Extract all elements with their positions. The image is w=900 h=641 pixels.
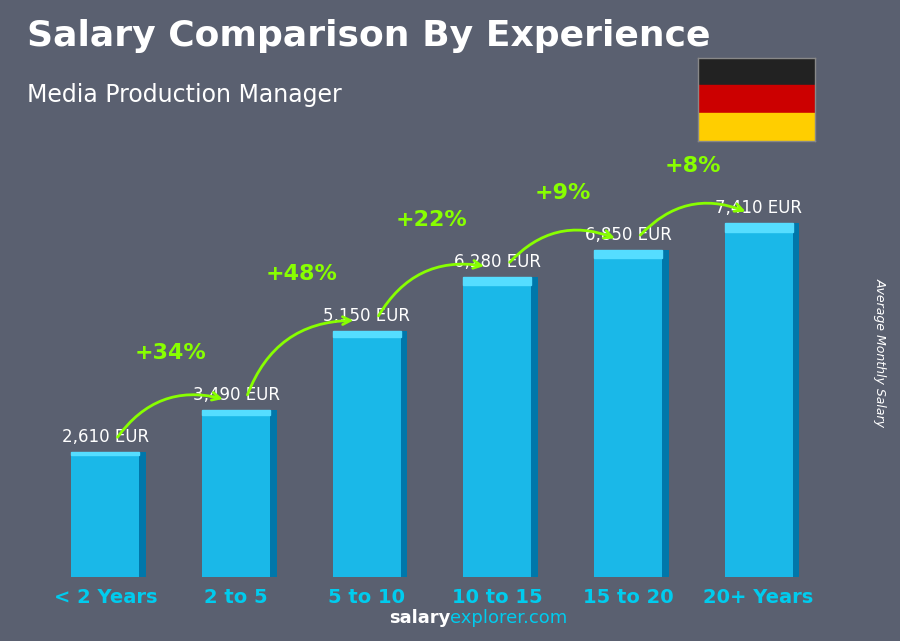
Bar xyxy=(270,410,277,577)
Bar xyxy=(594,250,662,258)
Text: +8%: +8% xyxy=(665,156,722,176)
Bar xyxy=(202,410,270,577)
Bar xyxy=(724,223,793,577)
Bar xyxy=(400,331,408,577)
Text: 6,280 EUR: 6,280 EUR xyxy=(454,253,541,271)
FancyArrowPatch shape xyxy=(640,203,742,235)
Bar xyxy=(333,331,400,337)
FancyArrowPatch shape xyxy=(509,230,612,262)
Bar xyxy=(531,277,538,577)
Bar xyxy=(594,250,662,577)
Bar xyxy=(793,223,799,577)
Text: Media Production Manager: Media Production Manager xyxy=(27,83,342,107)
Bar xyxy=(724,223,793,232)
Text: +9%: +9% xyxy=(535,183,590,203)
Bar xyxy=(140,453,146,577)
Bar xyxy=(662,250,669,577)
Bar xyxy=(698,85,814,113)
Text: Salary Comparison By Experience: Salary Comparison By Experience xyxy=(27,19,710,53)
FancyArrowPatch shape xyxy=(248,317,350,395)
FancyArrowPatch shape xyxy=(118,392,220,437)
Text: 7,410 EUR: 7,410 EUR xyxy=(716,199,802,217)
Bar xyxy=(202,410,270,415)
Bar xyxy=(464,277,531,285)
Bar xyxy=(698,58,814,85)
Text: 3,490 EUR: 3,490 EUR xyxy=(193,386,280,404)
Text: +34%: +34% xyxy=(135,343,207,363)
Bar xyxy=(464,277,531,577)
Text: 6,850 EUR: 6,850 EUR xyxy=(584,226,671,244)
FancyArrowPatch shape xyxy=(379,260,482,316)
Bar xyxy=(71,453,140,577)
Text: +22%: +22% xyxy=(396,210,468,230)
Text: 2,610 EUR: 2,610 EUR xyxy=(62,428,148,446)
Text: explorer.com: explorer.com xyxy=(450,609,567,627)
Text: 5,150 EUR: 5,150 EUR xyxy=(323,306,410,325)
Text: Average Monthly Salary: Average Monthly Salary xyxy=(874,278,886,427)
Text: salary: salary xyxy=(389,609,450,627)
Bar xyxy=(71,453,140,456)
Text: +48%: +48% xyxy=(266,264,338,284)
Bar xyxy=(698,113,814,141)
Bar xyxy=(333,331,400,577)
